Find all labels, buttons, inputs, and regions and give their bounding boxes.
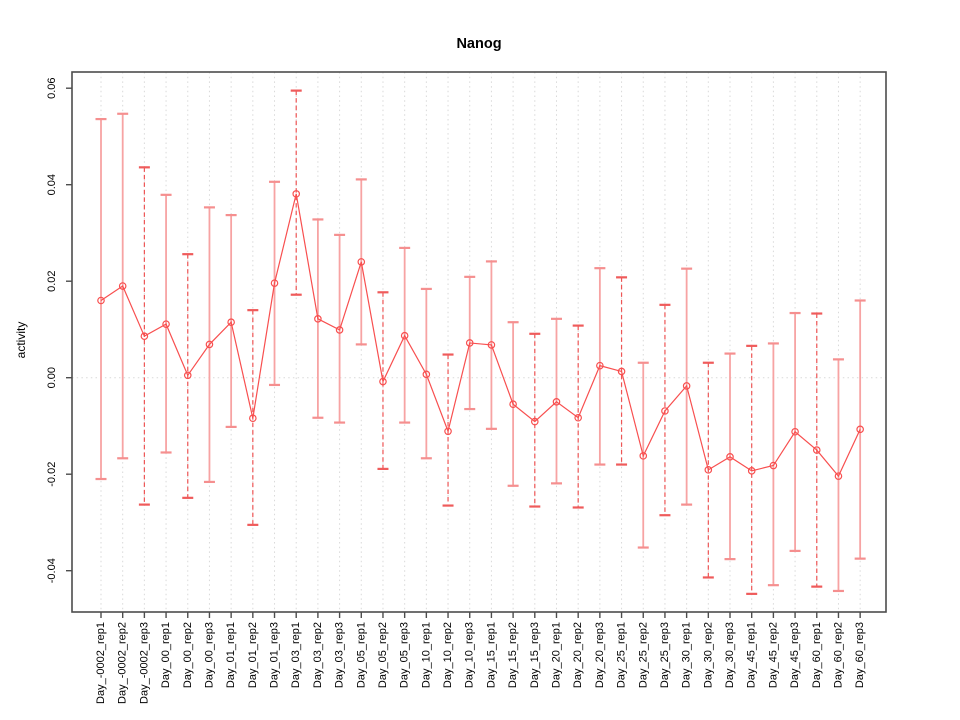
x-tick-label: Day_01_rep1 bbox=[225, 622, 237, 688]
x-tick-label: Day_30_rep2 bbox=[702, 622, 714, 688]
x-tick-label: Day_45_rep1 bbox=[746, 622, 758, 688]
data-point bbox=[747, 467, 756, 475]
data-point bbox=[574, 413, 582, 422]
x-tick-label: Day_10_rep2 bbox=[442, 622, 454, 688]
data-point bbox=[596, 361, 604, 370]
x-tick-label: Day_45_rep2 bbox=[767, 622, 779, 688]
x-tick-label: Day_20_rep1 bbox=[550, 622, 562, 688]
x-tick-label: Day_-0002_rep2 bbox=[117, 622, 129, 704]
data-point bbox=[487, 341, 496, 349]
x-tick-label: Day_00_rep3 bbox=[203, 622, 215, 688]
x-tick-label: Day_30_rep1 bbox=[681, 622, 693, 688]
data-point bbox=[205, 340, 214, 349]
x-axis-tick-labels: Day_-0002_rep1 Day_-0002_rep2 Day_-0002_re… bbox=[95, 622, 866, 704]
data-point bbox=[769, 461, 778, 470]
gridlines bbox=[100, 72, 861, 612]
data-point bbox=[444, 427, 452, 436]
x-tick-label: Day_30_rep3 bbox=[724, 622, 736, 688]
x-tick-label: Day_03_rep1 bbox=[290, 622, 302, 688]
x-tick-label: Day_60_rep3 bbox=[854, 622, 866, 688]
data-point bbox=[682, 382, 691, 390]
data-point bbox=[183, 371, 192, 380]
data-point bbox=[314, 315, 322, 323]
plot-border-box bbox=[71, 71, 887, 613]
data-point bbox=[162, 320, 170, 328]
data-point bbox=[97, 296, 105, 305]
y-tick-label: 0.02 bbox=[46, 270, 58, 291]
data-point bbox=[617, 367, 626, 376]
y-tick-label: -0.04 bbox=[46, 558, 58, 583]
data-point bbox=[726, 453, 734, 461]
x-tick-label: Day_60_rep2 bbox=[832, 622, 844, 688]
x-tick-label: Day_00_rep1 bbox=[160, 622, 172, 688]
data-point bbox=[509, 400, 517, 409]
data-point bbox=[552, 398, 561, 406]
data-point bbox=[661, 407, 669, 415]
data-point bbox=[834, 472, 843, 480]
x-tick-label: Day_60_rep1 bbox=[811, 622, 823, 688]
y-tick-label: 0.04 bbox=[46, 174, 58, 195]
data-point bbox=[400, 331, 409, 340]
x-tick-label: Day_01_rep2 bbox=[247, 622, 259, 688]
data-point bbox=[791, 427, 799, 436]
x-tick-label: Day_10_rep1 bbox=[420, 622, 432, 688]
x-tick-label: Day_20_rep3 bbox=[594, 622, 606, 688]
x-tick-label: Day_00_rep2 bbox=[182, 622, 194, 688]
data-point bbox=[335, 326, 344, 334]
x-tick-label: Day_01_rep3 bbox=[269, 622, 281, 688]
y-axis-ticks bbox=[66, 87, 72, 572]
x-tick-label: Day_03_rep3 bbox=[334, 622, 346, 688]
series-line bbox=[100, 193, 861, 478]
data-point bbox=[422, 370, 431, 379]
y-tick-label: 0.00 bbox=[46, 367, 58, 388]
x-tick-label: Day_-0002_rep1 bbox=[95, 622, 107, 704]
x-tick-label: Day_05_rep2 bbox=[377, 622, 389, 688]
data-point bbox=[465, 339, 474, 347]
x-tick-label: Day_15_rep1 bbox=[485, 622, 497, 688]
y-axis-tick-labels: 0.06 0.04 0.02 0.00 -0.02 -0.04 bbox=[46, 77, 58, 583]
x-tick-label: Day_10_rep3 bbox=[464, 622, 476, 688]
y-tick-label: -0.02 bbox=[46, 462, 58, 487]
activity-line bbox=[100, 193, 861, 478]
data-point bbox=[227, 318, 235, 327]
x-tick-label: Day_03_rep2 bbox=[312, 622, 324, 688]
data-point bbox=[357, 258, 366, 266]
data-point bbox=[140, 332, 149, 341]
data-point bbox=[704, 466, 713, 474]
data-point bbox=[379, 377, 387, 386]
data-point-markers bbox=[97, 190, 864, 480]
data-point bbox=[249, 414, 257, 423]
y-tick-label: 0.06 bbox=[46, 77, 58, 98]
x-tick-label: Day_25_rep2 bbox=[637, 622, 649, 688]
x-tick-label: Day_05_rep3 bbox=[399, 622, 411, 688]
data-point bbox=[270, 279, 279, 287]
data-point bbox=[530, 417, 539, 426]
x-tick-label: Day_-0002_rep3 bbox=[138, 622, 150, 704]
data-point bbox=[812, 446, 821, 454]
x-tick-label: Day_20_rep2 bbox=[572, 622, 584, 688]
data-point bbox=[118, 282, 127, 290]
x-tick-label: Day_15_rep2 bbox=[507, 622, 519, 688]
x-axis-ticks bbox=[100, 612, 861, 618]
y-axis-label: activity bbox=[14, 322, 28, 359]
data-point bbox=[292, 190, 301, 198]
data-point bbox=[639, 452, 648, 460]
plot-border bbox=[71, 71, 887, 613]
data-point bbox=[856, 425, 864, 434]
x-tick-label: Day_05_rep1 bbox=[355, 622, 367, 688]
x-tick-label: Day_15_rep3 bbox=[529, 622, 541, 688]
chart-title: Nanog bbox=[456, 36, 501, 52]
x-tick-label: Day_45_rep3 bbox=[789, 622, 801, 688]
x-tick-label: Day_25_rep1 bbox=[616, 622, 628, 688]
x-tick-label: Day_25_rep3 bbox=[659, 622, 671, 688]
